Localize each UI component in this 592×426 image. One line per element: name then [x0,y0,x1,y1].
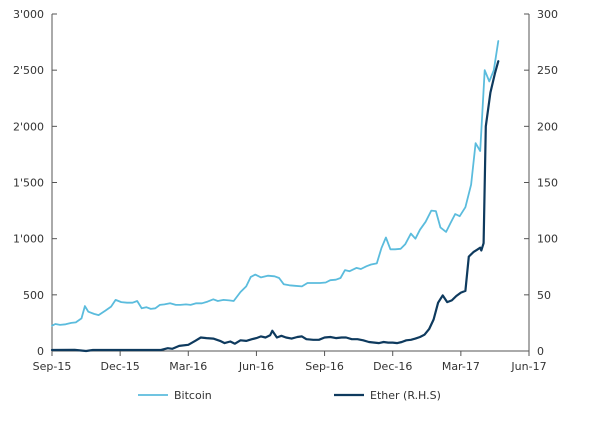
y-right-tick-label: 150 [537,177,558,190]
axes: 0 500 1'000 1'500 2'000 2'500 3'000 0 50 100 150 20… [13,8,558,373]
y-right-tick-label: 0 [537,345,544,358]
x-tick-label: Sep-15 [33,360,72,373]
legend-label: Bitcoin [174,389,212,402]
y-right-tick-label: 100 [537,233,558,246]
x-tick-label: Mar-17 [442,360,480,373]
y-right-tick-label: 250 [537,64,558,77]
y-left-tick-label: 0 [37,345,44,358]
x-tick-label: Sep-16 [305,360,344,373]
legend: Bitcoin Ether (R.H.S) [138,389,441,402]
y-right-tick-label: 300 [537,8,558,21]
x-tick-label: Mar-16 [169,360,207,373]
series-layer [50,40,500,353]
legend-label: Ether (R.H.S) [370,389,441,402]
y-left-tick-label: 1'000 [13,233,44,246]
series-line-bitcoin [51,40,500,327]
y-right-tick-label: 50 [537,289,551,302]
y-left-tick-label: 3'000 [13,8,44,21]
y-left-tick-label: 2'500 [13,64,44,77]
series-line-ether-r-h-s [50,60,500,353]
y-left-tick-label: 1'500 [13,177,44,190]
y-left-tick-label: 500 [23,289,44,302]
y-right-tick-label: 200 [537,120,558,133]
x-tick-label: Jun-16 [238,360,274,373]
y-left-tick-label: 2'000 [13,120,44,133]
x-tick-label: Dec-15 [101,360,140,373]
x-tick-label: Dec-16 [373,360,412,373]
x-tick-label: Jun-17 [510,360,546,373]
